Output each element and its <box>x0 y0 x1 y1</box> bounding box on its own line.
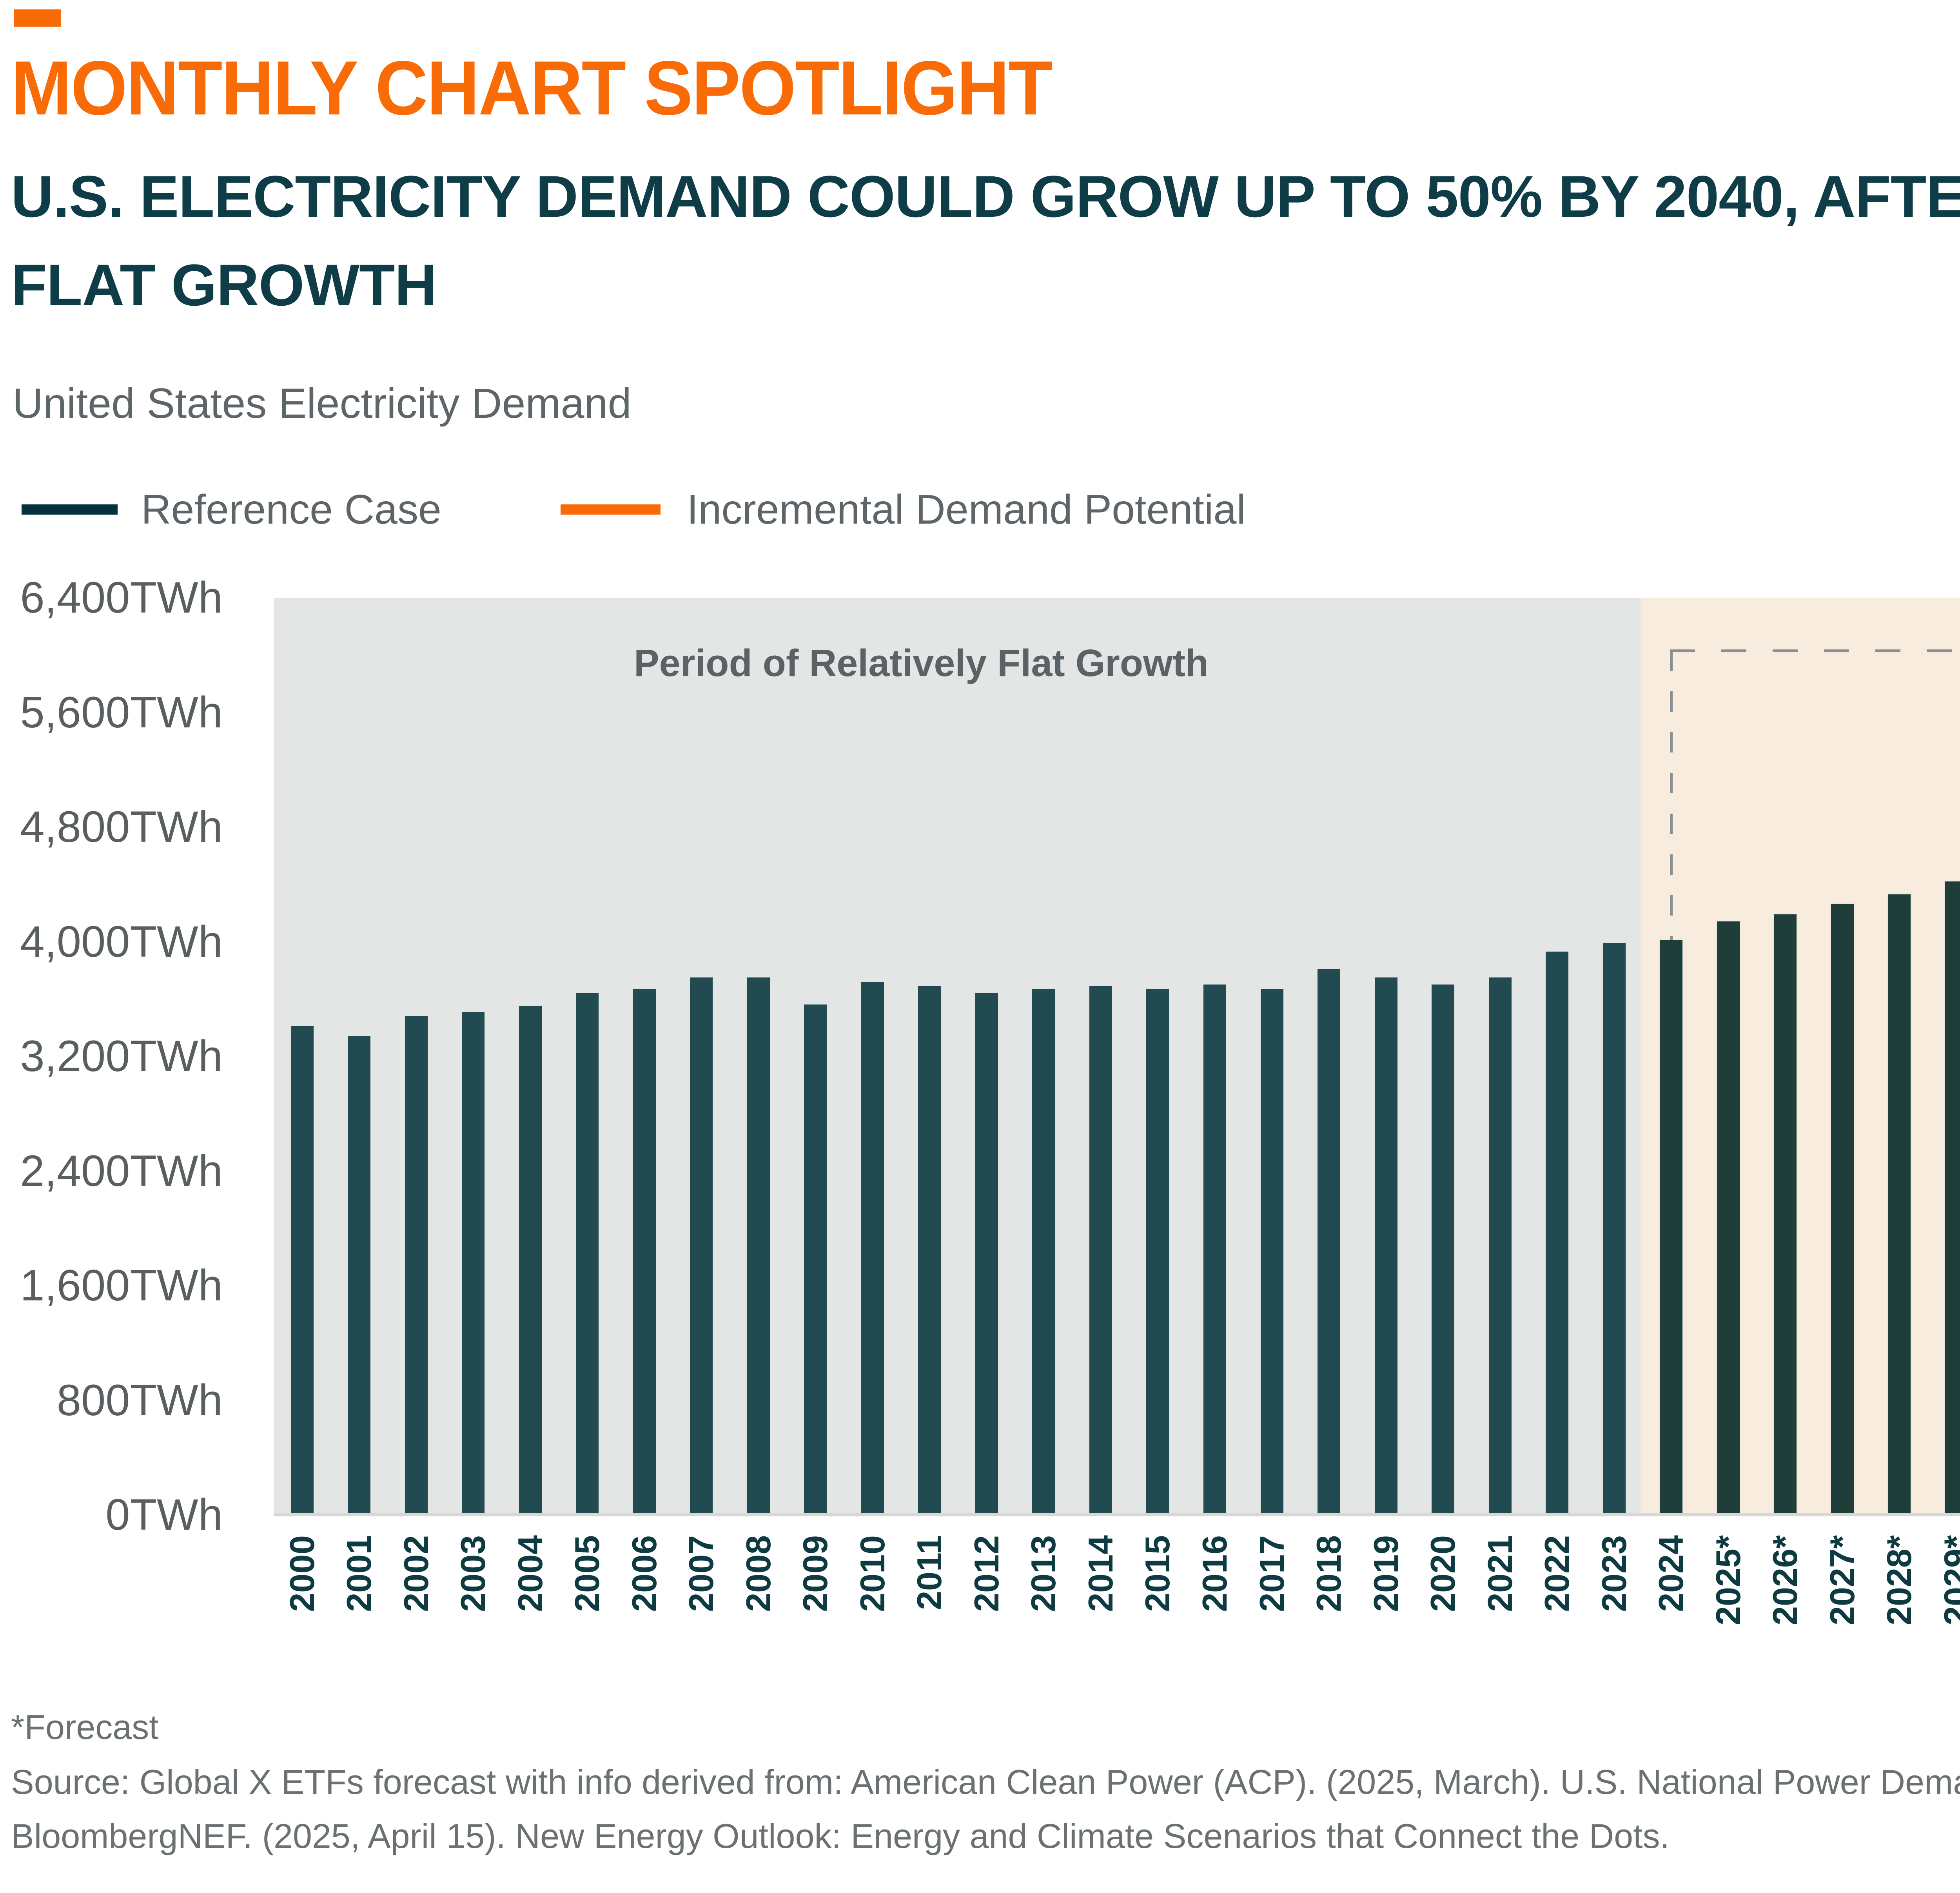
x-axis-label-2028*: 2028* <box>1880 1535 1919 1626</box>
y-axis-label-3,200TWh: 3,200TWh <box>20 1032 223 1081</box>
x-axis-label-2000: 2000 <box>282 1535 321 1612</box>
bar-reference-2026* <box>1774 914 1797 1515</box>
brand-accent-mark <box>14 9 61 27</box>
x-axis-label-2017: 2017 <box>1252 1535 1291 1612</box>
bar-reference-2014 <box>1089 986 1112 1515</box>
bar-reference-2008 <box>747 977 770 1515</box>
bar-reference-2005 <box>576 993 599 1515</box>
bar-reference-2021 <box>1488 977 1512 1515</box>
bar-reference-2000 <box>290 1026 314 1515</box>
flat-growth-region-label: Period of Relatively Flat Growth <box>633 642 1209 684</box>
y-axis-label-4,000TWh: 4,000TWh <box>20 917 223 966</box>
main-heading-line-1: U.S. ELECTRICITY DEMAND COULD GROW UP TO… <box>11 163 1960 229</box>
spotlight-title: MONTHLY CHART SPOTLIGHT <box>11 45 1053 131</box>
x-axis-label-2002: 2002 <box>396 1535 436 1612</box>
bar-reference-2003 <box>462 1012 485 1515</box>
y-axis-label-0TWh: 0TWh <box>105 1490 223 1539</box>
main-heading-line-2: FLAT GROWTH <box>11 252 437 318</box>
x-axis-label-2026*: 2026* <box>1766 1535 1805 1626</box>
bar-reference-2001 <box>348 1036 371 1515</box>
bar-reference-2009 <box>804 1005 827 1515</box>
x-axis-label-2009: 2009 <box>796 1535 835 1612</box>
bar-reference-2006 <box>633 989 656 1515</box>
y-axis-label-6,400TWh: 6,400TWh <box>20 573 223 622</box>
forecast-region-background <box>1641 598 1960 1515</box>
bar-reference-2007 <box>690 977 713 1515</box>
footnote-forecast: *Forecast <box>11 1708 159 1746</box>
forecast-start-dashed-line <box>1670 651 1673 940</box>
bar-reference-2016 <box>1203 985 1226 1515</box>
x-axis-label-2016: 2016 <box>1195 1535 1234 1612</box>
x-axis-label-2008: 2008 <box>739 1535 778 1612</box>
x-axis-baseline <box>274 1513 1960 1516</box>
bar-reference-2029* <box>1945 881 1960 1515</box>
legend-swatch-reference-case <box>22 504 118 515</box>
bar-reference-2002 <box>405 1016 428 1515</box>
bar-reference-2018 <box>1318 969 1340 1515</box>
x-axis-label-2015: 2015 <box>1138 1535 1177 1612</box>
x-axis-label-2023: 2023 <box>1594 1535 1633 1612</box>
x-axis-label-2014: 2014 <box>1081 1535 1120 1612</box>
bar-reference-2024 <box>1660 940 1682 1515</box>
bar-reference-2028* <box>1888 894 1911 1515</box>
y-axis-label-2,400TWh: 2,400TWh <box>20 1146 223 1195</box>
bar-reference-2023 <box>1602 943 1626 1515</box>
legend-label-reference-case: Reference Case <box>141 486 441 533</box>
plot-area <box>274 598 1960 1515</box>
bar-reference-2011 <box>918 986 941 1515</box>
bar-reference-2013 <box>1032 989 1055 1515</box>
x-axis-label-2010: 2010 <box>853 1535 892 1612</box>
x-axis-label-2005: 2005 <box>568 1535 607 1612</box>
growth-target-dashed-line <box>1670 649 1960 652</box>
x-axis-label-2001: 2001 <box>339 1535 379 1612</box>
x-axis-label-2012: 2012 <box>967 1535 1006 1612</box>
x-axis-label-2019: 2019 <box>1366 1535 1405 1612</box>
x-axis-label-2003: 2003 <box>454 1535 493 1612</box>
x-axis-label-2025*: 2025* <box>1708 1535 1748 1626</box>
bar-reference-2012 <box>975 993 998 1515</box>
historical-region-background <box>274 598 1641 1515</box>
main-heading: U.S. ELECTRICITY DEMAND COULD GROW UP TO… <box>11 152 1960 329</box>
x-axis-label-2029*: 2029* <box>1936 1535 1960 1626</box>
footnote-source-line-1: Source: Global X ETFs forecast with info… <box>11 1762 1960 1801</box>
x-axis-label-2006: 2006 <box>624 1535 664 1612</box>
bar-reference-2004 <box>519 1006 542 1515</box>
footnote-source-line-2: BloombergNEF. (2025, April 15). New Ener… <box>11 1817 1670 1855</box>
x-axis-label-2027*: 2027* <box>1822 1535 1862 1626</box>
x-axis-label-2020: 2020 <box>1423 1535 1462 1612</box>
x-axis-label-2007: 2007 <box>682 1535 721 1612</box>
bar-reference-2019 <box>1374 977 1397 1515</box>
y-axis-label-1,600TWh: 1,600TWh <box>20 1261 223 1310</box>
bar-reference-2017 <box>1260 989 1283 1515</box>
bar-reference-2025* <box>1717 921 1740 1515</box>
bar-reference-2027* <box>1831 904 1854 1515</box>
y-axis-label-5,600TWh: 5,600TWh <box>20 687 223 737</box>
y-axis-label-4,800TWh: 4,800TWh <box>20 802 223 851</box>
x-axis-label-2021: 2021 <box>1480 1535 1519 1612</box>
x-axis-label-2018: 2018 <box>1309 1535 1348 1612</box>
x-axis-label-2011: 2011 <box>910 1535 949 1610</box>
bar-reference-2020 <box>1432 985 1454 1515</box>
x-axis-label-2013: 2013 <box>1024 1535 1063 1612</box>
chart-subtitle: United States Electricity Demand <box>13 379 632 427</box>
bar-reference-2015 <box>1146 989 1169 1515</box>
x-axis-label-2004: 2004 <box>510 1535 550 1612</box>
x-axis-label-2022: 2022 <box>1537 1535 1576 1612</box>
bar-reference-2022 <box>1546 952 1568 1515</box>
legend-label-incremental-demand: Incremental Demand Potential <box>687 486 1246 533</box>
y-axis-label-800TWh: 800TWh <box>56 1375 223 1425</box>
legend-swatch-incremental-demand <box>561 504 661 515</box>
bar-reference-2010 <box>861 981 884 1515</box>
x-axis-label-2024: 2024 <box>1651 1535 1690 1612</box>
